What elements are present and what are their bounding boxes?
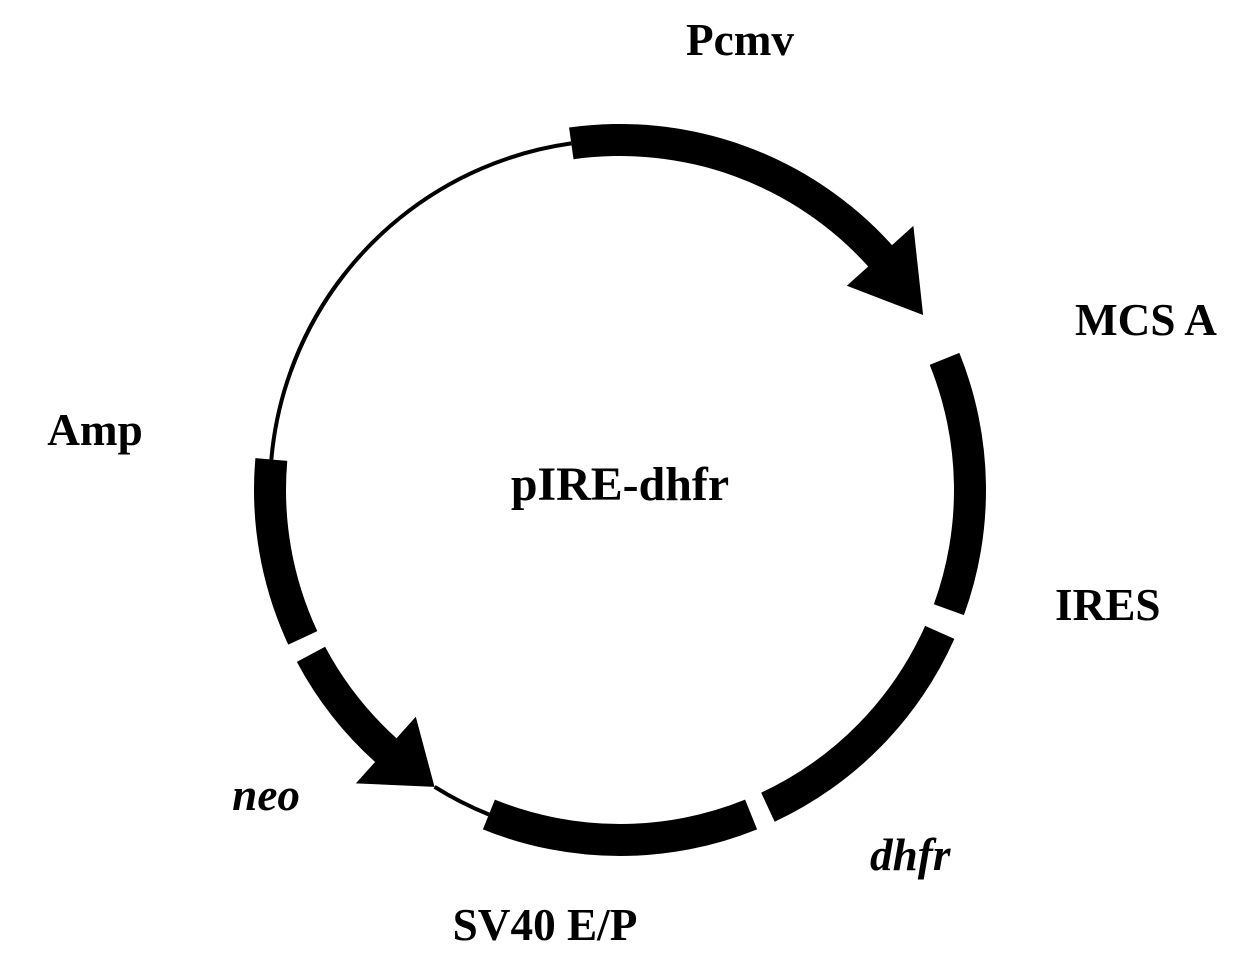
backbone-segment xyxy=(291,143,571,370)
feature-arc-pcmv xyxy=(569,124,923,315)
plasmid-diagram: Pcmv MCS A IRES dhfr SV40 E/P neo Amp pIRE-dhfr xyxy=(0,0,1240,980)
feature-label-pcmv: Pcmv xyxy=(686,15,794,65)
backbone-segment xyxy=(271,275,344,460)
feature-label-dhfr: dhfr xyxy=(870,830,951,880)
feature-arc-neo xyxy=(254,458,317,645)
feature-arc-ires xyxy=(761,626,954,822)
feature-label-mcs-a: MCS A xyxy=(1075,295,1217,345)
backbone-segment xyxy=(435,787,489,815)
feature-label-ires: IRES xyxy=(1055,580,1161,630)
feature-label-amp: Amp xyxy=(47,405,142,455)
feature-arc-sv40 xyxy=(297,647,435,787)
feature-label-neo: neo xyxy=(232,770,300,820)
feature-arc-mcs-a xyxy=(930,353,986,615)
feature-label-sv40: SV40 E/P xyxy=(453,900,638,950)
plasmid-name: pIRE-dhfr xyxy=(511,458,729,511)
feature-arc-dhfr xyxy=(483,800,757,856)
